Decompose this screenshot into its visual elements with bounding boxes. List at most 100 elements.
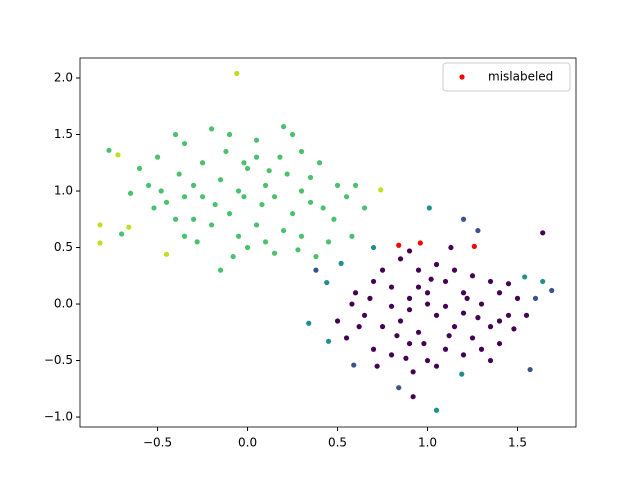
point — [106, 147, 112, 153]
point — [426, 205, 432, 211]
point — [410, 369, 416, 375]
point — [379, 324, 386, 330]
point — [540, 230, 546, 236]
point — [442, 278, 449, 285]
point — [496, 340, 503, 347]
point — [475, 227, 481, 234]
point — [433, 261, 440, 268]
point — [460, 290, 467, 296]
point — [158, 188, 164, 194]
point — [460, 216, 467, 222]
point — [262, 239, 269, 245]
point — [388, 303, 395, 309]
point — [226, 211, 233, 217]
point — [241, 160, 247, 166]
point — [379, 267, 386, 273]
point — [374, 363, 380, 369]
legend-marker — [459, 74, 465, 80]
point — [97, 240, 103, 246]
point — [356, 324, 362, 330]
point — [313, 267, 319, 273]
point — [469, 335, 476, 341]
point — [208, 222, 215, 228]
point — [223, 148, 229, 155]
point — [127, 190, 134, 196]
point — [540, 278, 546, 285]
point — [226, 131, 233, 138]
point — [172, 216, 179, 222]
point — [262, 182, 269, 188]
point — [181, 140, 188, 147]
point — [424, 301, 431, 307]
point — [446, 333, 452, 339]
point — [145, 182, 152, 188]
point — [424, 357, 431, 364]
point — [343, 194, 350, 200]
y-tick-label: 1.0 — [54, 184, 73, 198]
point — [424, 290, 431, 296]
point — [496, 318, 503, 324]
point — [172, 131, 179, 138]
point — [280, 124, 287, 130]
point — [415, 284, 422, 290]
point — [271, 194, 278, 200]
point — [244, 165, 251, 172]
point — [334, 182, 341, 188]
point — [289, 131, 296, 138]
point — [280, 227, 287, 234]
point — [208, 126, 215, 132]
point — [361, 205, 368, 211]
point — [352, 290, 359, 296]
point — [316, 160, 323, 166]
x-tick-label: 0.5 — [328, 436, 347, 450]
point — [406, 248, 413, 254]
point — [403, 355, 409, 361]
legend-label: mislabeled — [488, 70, 553, 84]
point — [532, 295, 539, 301]
point — [442, 346, 449, 352]
point — [433, 312, 440, 318]
point — [370, 244, 377, 251]
point — [487, 278, 494, 285]
point — [514, 295, 521, 301]
point — [334, 318, 341, 324]
point — [313, 253, 319, 260]
point — [475, 314, 481, 321]
point — [307, 199, 314, 205]
point — [136, 165, 143, 172]
point — [349, 233, 355, 239]
point — [338, 260, 344, 266]
point — [244, 244, 251, 251]
point — [415, 329, 422, 335]
point — [496, 290, 503, 296]
y-tick-label: −1.0 — [44, 410, 73, 424]
point — [352, 182, 359, 188]
x-tick-label: 1.0 — [418, 436, 437, 450]
point — [253, 222, 260, 228]
point — [367, 295, 373, 301]
x-tick-label: 0.0 — [238, 436, 257, 450]
point — [320, 205, 326, 211]
point — [351, 362, 357, 368]
point — [396, 242, 402, 248]
point — [325, 338, 332, 344]
point — [271, 250, 278, 256]
point — [325, 239, 332, 245]
point — [478, 301, 485, 307]
point — [212, 201, 218, 208]
point — [259, 201, 265, 208]
point — [289, 211, 296, 217]
point — [406, 340, 413, 347]
point — [451, 267, 458, 273]
point — [190, 182, 197, 188]
point — [527, 366, 533, 373]
point — [464, 295, 470, 301]
point — [181, 233, 188, 239]
point — [217, 177, 224, 183]
point — [505, 312, 512, 318]
point — [349, 301, 355, 307]
point — [478, 346, 485, 352]
point — [370, 346, 377, 352]
point — [194, 239, 200, 245]
point — [451, 324, 458, 330]
